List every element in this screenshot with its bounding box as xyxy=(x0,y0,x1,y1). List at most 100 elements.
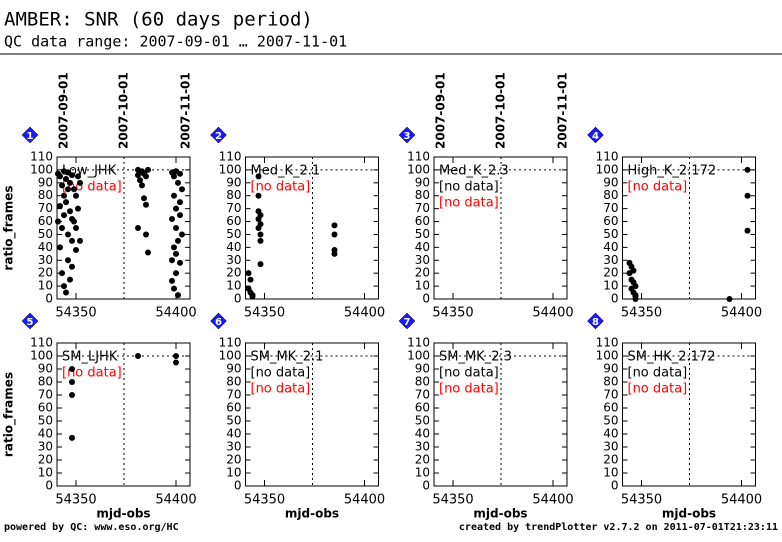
data-point xyxy=(67,208,73,215)
data-point xyxy=(73,246,79,253)
data-point xyxy=(171,285,177,292)
y-tick-label: 40 xyxy=(603,427,618,441)
data-point xyxy=(135,353,141,359)
panel-number: 5 xyxy=(27,317,34,328)
data-point xyxy=(175,292,181,299)
y-tick-label: 80 xyxy=(415,375,430,389)
y-tick-label: 70 xyxy=(415,388,430,402)
panel-label: SM_LJHK xyxy=(62,350,118,365)
y-tick-label: 40 xyxy=(38,240,53,254)
x-tick-label: 54400 xyxy=(721,493,762,508)
data-point xyxy=(173,250,179,257)
y-tick-label: 70 xyxy=(415,201,430,215)
annotation: [no data] xyxy=(439,196,499,211)
y-tick-label: 80 xyxy=(38,375,53,389)
y-tick-label: 60 xyxy=(226,401,241,415)
top-date-label: 2007-10-01 xyxy=(117,72,131,149)
y-tick-label: 60 xyxy=(38,214,53,228)
data-point xyxy=(69,392,75,398)
y-tick-label: 40 xyxy=(38,427,53,441)
panel-badge xyxy=(398,126,416,144)
x-axis-label: mjd-obs xyxy=(473,507,527,521)
data-point xyxy=(257,221,264,228)
y-tick-label: 100 xyxy=(219,349,242,363)
data-point xyxy=(331,231,338,238)
y-tick-label: 50 xyxy=(603,414,618,428)
annotation: [no data] xyxy=(439,180,499,195)
data-point xyxy=(57,244,63,251)
y-tick-label: 90 xyxy=(603,175,618,189)
footer-right: created by trendPlotter v2.7.2 on 2011-0… xyxy=(459,522,778,533)
panel-badge xyxy=(210,312,227,330)
data-point xyxy=(255,192,262,199)
y-tick-label: 90 xyxy=(38,362,53,376)
top-date-label: 2007-10-01 xyxy=(494,72,508,149)
data-point xyxy=(61,212,67,219)
data-point xyxy=(175,237,181,244)
panel-number: 4 xyxy=(592,131,599,142)
data-point xyxy=(69,172,75,179)
y-tick-label: 20 xyxy=(226,266,241,280)
data-point xyxy=(175,179,181,186)
subtitle: QC data range: 2007-09-01 … 2007-11-01 xyxy=(4,33,347,51)
x-tick-label: 54350 xyxy=(432,493,473,508)
panel-badge xyxy=(587,126,604,144)
data-point xyxy=(77,237,83,244)
y-tick-label: 30 xyxy=(603,440,618,454)
x-tick-label: 54400 xyxy=(344,493,385,508)
x-axis-label: mjd-obs xyxy=(96,507,150,521)
data-point xyxy=(77,179,83,186)
y-tick-label: 50 xyxy=(38,414,53,428)
y-tick-label: 70 xyxy=(226,388,241,402)
y-tick-label: 10 xyxy=(415,279,430,293)
x-tick-label: 54400 xyxy=(532,306,573,321)
y-tick-label: 70 xyxy=(38,201,53,215)
y-tick-label: 20 xyxy=(603,266,618,280)
y-tick-label: 110 xyxy=(219,150,242,164)
data-point xyxy=(143,231,149,238)
y-tick-label: 30 xyxy=(415,253,430,267)
y-tick-label: 0 xyxy=(45,292,53,306)
data-point xyxy=(137,177,143,184)
annotation: [no data] xyxy=(628,366,688,381)
data-point xyxy=(67,179,73,186)
data-point xyxy=(169,277,175,284)
y-tick-label: 50 xyxy=(603,227,618,241)
y-tick-label: 60 xyxy=(603,401,618,415)
data-point xyxy=(247,276,254,283)
y-tick-label: 110 xyxy=(30,336,53,350)
data-point xyxy=(744,166,751,173)
data-point xyxy=(257,237,264,244)
data-point xyxy=(171,192,177,199)
annotation: [no data] xyxy=(439,366,499,381)
y-tick-label: 20 xyxy=(38,266,53,280)
data-point xyxy=(65,231,71,238)
data-point xyxy=(173,353,179,359)
y-tick-label: 50 xyxy=(226,414,241,428)
y-tick-label: 10 xyxy=(415,466,430,480)
data-point xyxy=(59,225,65,231)
data-point xyxy=(55,218,61,225)
y-tick-label: 30 xyxy=(226,440,241,454)
y-tick-label: 60 xyxy=(38,401,53,415)
y-tick-label: 40 xyxy=(603,240,618,254)
data-point xyxy=(59,182,65,189)
y-tick-label: 0 xyxy=(234,479,242,493)
data-point xyxy=(69,434,75,441)
y-tick-label: 60 xyxy=(226,214,241,228)
data-point xyxy=(632,296,639,302)
panel-label: Med_K_2.1 xyxy=(251,164,321,179)
y-tick-label: 20 xyxy=(226,453,241,467)
y-tick-label: 0 xyxy=(422,479,430,493)
y-tick-label: 10 xyxy=(226,279,241,293)
data-point xyxy=(257,261,264,268)
data-point xyxy=(177,170,183,177)
panel-label: SM_HK_2.172 xyxy=(628,350,716,365)
data-point xyxy=(69,263,75,270)
x-tick-label: 54350 xyxy=(244,493,285,508)
y-tick-label: 110 xyxy=(596,336,619,350)
y-axis-label: ratio_frames xyxy=(2,372,17,457)
y-tick-label: 70 xyxy=(603,388,618,402)
x-tick-label: 54400 xyxy=(155,493,196,508)
